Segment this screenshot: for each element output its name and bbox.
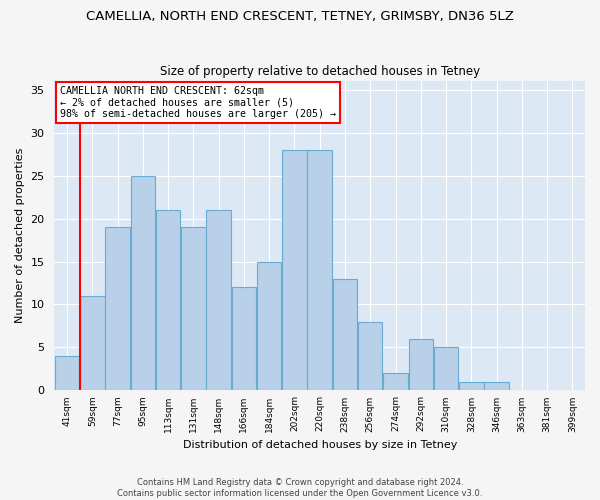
Bar bbox=[282, 150, 307, 390]
Bar bbox=[80, 296, 104, 390]
Bar bbox=[232, 288, 256, 391]
Text: CAMELLIA, NORTH END CRESCENT, TETNEY, GRIMSBY, DN36 5LZ: CAMELLIA, NORTH END CRESCENT, TETNEY, GR… bbox=[86, 10, 514, 23]
Bar bbox=[257, 262, 281, 390]
Bar bbox=[181, 227, 206, 390]
Bar bbox=[459, 382, 484, 390]
Text: CAMELLIA NORTH END CRESCENT: 62sqm
← 2% of detached houses are smaller (5)
98% o: CAMELLIA NORTH END CRESCENT: 62sqm ← 2% … bbox=[60, 86, 336, 119]
Bar bbox=[307, 150, 332, 390]
Bar bbox=[55, 356, 79, 390]
Bar bbox=[409, 339, 433, 390]
Bar bbox=[106, 227, 130, 390]
Text: Contains HM Land Registry data © Crown copyright and database right 2024.
Contai: Contains HM Land Registry data © Crown c… bbox=[118, 478, 482, 498]
Bar bbox=[333, 278, 357, 390]
Y-axis label: Number of detached properties: Number of detached properties bbox=[15, 148, 25, 324]
X-axis label: Distribution of detached houses by size in Tetney: Distribution of detached houses by size … bbox=[182, 440, 457, 450]
Bar bbox=[131, 176, 155, 390]
Bar bbox=[206, 210, 231, 390]
Bar bbox=[484, 382, 509, 390]
Title: Size of property relative to detached houses in Tetney: Size of property relative to detached ho… bbox=[160, 66, 480, 78]
Bar bbox=[383, 373, 408, 390]
Bar bbox=[358, 322, 382, 390]
Bar bbox=[156, 210, 181, 390]
Bar bbox=[434, 348, 458, 391]
